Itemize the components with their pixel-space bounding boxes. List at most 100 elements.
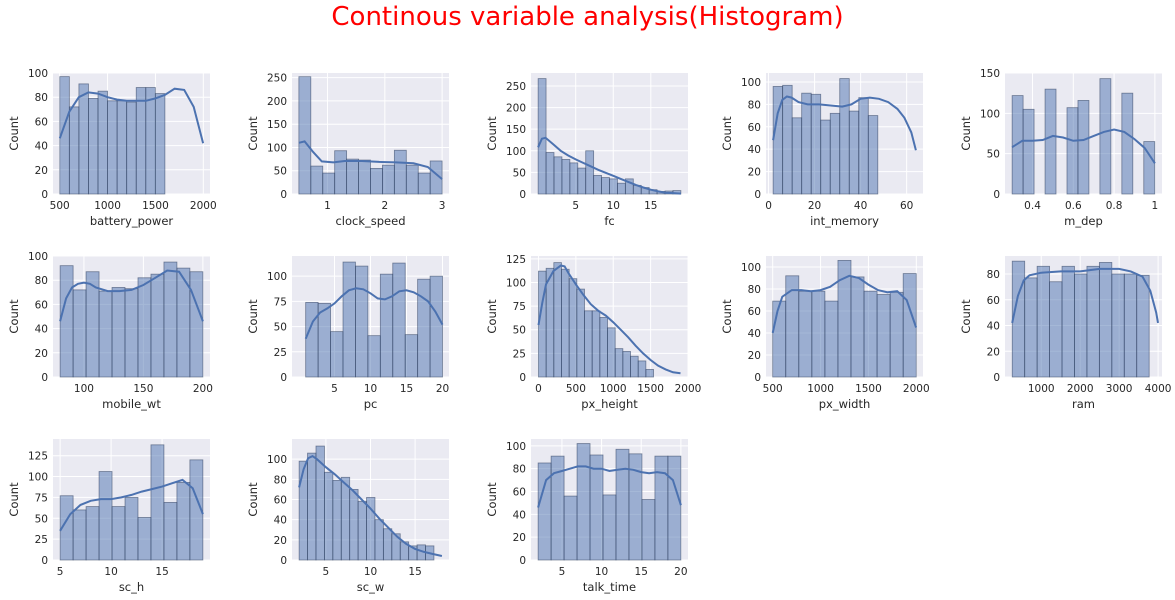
histogram-bar <box>850 276 865 378</box>
histogram-bar <box>593 175 602 195</box>
histogram-bar <box>630 355 639 378</box>
histogram-bar <box>137 277 152 378</box>
x-axis-label: fc <box>604 214 614 228</box>
y-tick-label: 20 <box>987 346 1000 358</box>
y-tick-label: 0 <box>41 189 48 201</box>
histogram-bar <box>307 452 317 561</box>
histogram-bar <box>98 290 113 378</box>
histogram-bar <box>72 289 87 378</box>
y-tick-label: 20 <box>274 535 287 547</box>
histogram-bar <box>379 273 394 378</box>
histogram-bar <box>393 149 407 195</box>
histogram-bar <box>85 506 100 561</box>
x-tick-label: 15 <box>400 383 413 395</box>
histogram-bar <box>382 164 395 195</box>
histogram-bar <box>1024 277 1038 378</box>
kde-curve <box>1011 267 1159 324</box>
y-axis-label: Count <box>7 299 21 334</box>
x-tick-label: 1500 <box>637 383 664 395</box>
histogram-bar <box>137 517 152 561</box>
y-axis-label: Count <box>485 299 499 334</box>
histogram-bar <box>829 112 841 195</box>
y-tick-label: 80 <box>987 269 1000 281</box>
y-tick-label: 150 <box>267 119 287 131</box>
y-tick-label: 40 <box>35 141 48 153</box>
x-tick-label: 0.4 <box>1024 200 1041 212</box>
subplot-clock_speed: 1 2 3 0 50 100 150 200 250 clock_speed Count <box>246 73 449 228</box>
y-tick-label: 60 <box>274 495 287 507</box>
histogram-bar <box>88 98 99 195</box>
histogram-bar <box>553 262 562 378</box>
histogram-bar <box>357 501 367 561</box>
kde-curve <box>771 274 918 334</box>
subplot-mobile_wt: 100 150 200 0 20 40 60 80 100 mobile_wt Count <box>7 251 213 411</box>
histogram-bar <box>135 87 147 195</box>
histogram-bar <box>1049 281 1063 378</box>
histogram-bar <box>1044 88 1057 195</box>
x-tick-label: 3000 <box>1106 383 1133 395</box>
y-axis-label: Count <box>485 482 499 517</box>
x-tick-label: 20 <box>436 383 449 395</box>
x-tick-label: 1000 <box>1028 383 1055 395</box>
histogram-bar <box>820 119 831 195</box>
y-tick-label: 20 <box>513 532 526 544</box>
histogram-bar <box>848 110 860 195</box>
histogram-bar <box>1036 265 1050 378</box>
histogram-bar <box>537 78 547 195</box>
histogram-bar <box>332 479 342 561</box>
y-tick-label: 250 <box>506 81 526 93</box>
histogram-bar <box>601 177 610 195</box>
y-tick-label: 60 <box>35 116 48 128</box>
histogram-bar <box>589 454 604 561</box>
histogram-bar <box>1011 260 1026 378</box>
histogram-bar <box>791 117 803 195</box>
y-tick-label: 80 <box>513 464 526 476</box>
histogram-bar <box>545 267 555 378</box>
x-tick-label: 5 <box>323 566 330 578</box>
histogram-bar <box>370 168 383 195</box>
histogram-bar <box>824 300 839 378</box>
y-tick-label: 100 <box>267 454 287 466</box>
y-tick-label: 100 <box>506 146 526 158</box>
x-tick-label: 1 <box>324 200 331 212</box>
histogram-bar <box>374 519 384 561</box>
x-tick-label: 1000 <box>807 383 834 395</box>
x-tick-label: 200 <box>193 383 213 395</box>
y-tick-label: 0 <box>519 372 526 384</box>
histogram-bar <box>1136 274 1150 378</box>
histogram-bar <box>310 165 324 195</box>
x-axis-label: px_width <box>819 397 871 411</box>
x-tick-label: 5 <box>572 200 579 212</box>
histogram-bar <box>591 310 601 378</box>
histogram-bar <box>576 288 585 378</box>
y-axis-label: Count <box>7 116 21 151</box>
y-tick-label: 75 <box>274 296 287 308</box>
histogram-bar <box>150 444 165 561</box>
histogram-bar <box>189 271 204 378</box>
x-tick-label: 150 <box>133 383 153 395</box>
histogram-bar <box>150 273 165 378</box>
histogram-bar <box>863 290 878 378</box>
histogram-bar <box>163 502 178 561</box>
histogram-bar <box>867 115 879 195</box>
histogram-bar <box>111 506 126 561</box>
x-tick-label: 5 <box>331 383 338 395</box>
histogram-bar <box>97 90 108 195</box>
y-tick-label: 75 <box>513 301 526 313</box>
subplot-talk_time: 5 10 15 20 0 20 40 60 80 100 talk_time Count <box>485 439 688 594</box>
y-tick-label: 40 <box>748 144 761 156</box>
kde-curve <box>298 140 443 180</box>
kde-curve <box>537 264 681 375</box>
x-tick-label: 15 <box>635 566 648 578</box>
histogram-bar <box>1086 265 1100 378</box>
x-tick-label: 500 <box>50 200 70 212</box>
histogram-bar <box>1123 273 1138 378</box>
x-tick-label: 500 <box>566 383 586 395</box>
x-axis-label: m_dep <box>1064 214 1103 228</box>
figure-title: Continous variable analysis(Histogram) <box>331 2 844 32</box>
y-tick-label: 100 <box>28 68 48 80</box>
histogram-bar <box>599 317 608 378</box>
histogram-bar <box>772 300 787 378</box>
histogram-bar <box>346 158 359 195</box>
histogram-bar <box>811 290 826 378</box>
